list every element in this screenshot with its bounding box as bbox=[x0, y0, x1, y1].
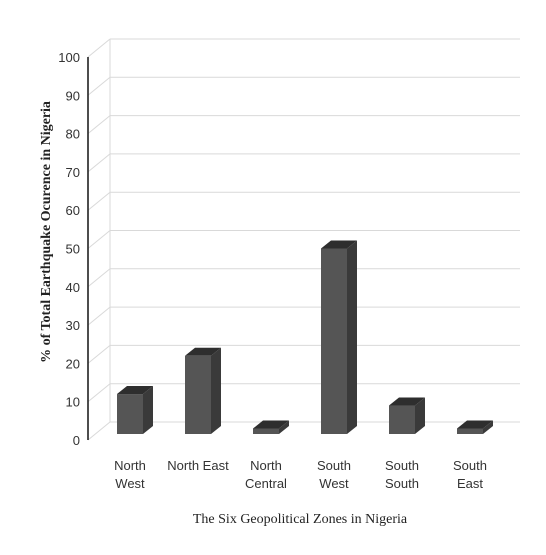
bar-top bbox=[117, 386, 153, 395]
gridline-depth bbox=[87, 306, 111, 326]
x-category-label: North West bbox=[114, 458, 146, 491]
bars bbox=[117, 240, 493, 434]
bar-side bbox=[415, 397, 425, 434]
gridline-depth bbox=[87, 345, 111, 364]
bar-north-east bbox=[185, 347, 221, 434]
bar-front bbox=[389, 405, 415, 434]
x-category-label: North East bbox=[167, 458, 229, 473]
x-category-label: South West bbox=[317, 458, 351, 491]
bar-top bbox=[389, 397, 425, 406]
bar-top bbox=[321, 240, 357, 249]
x-category-labels: North West North East North Central South West… bbox=[114, 458, 487, 491]
bar-side bbox=[211, 347, 221, 434]
bar-side bbox=[143, 386, 153, 434]
bar-front bbox=[253, 428, 279, 434]
x-category-label: South East bbox=[453, 458, 487, 491]
gridline-depth bbox=[87, 383, 111, 403]
y-tick-labels: 0 10 20 30 40 50 60 70 80 90 100 bbox=[58, 50, 80, 448]
bar-side bbox=[347, 240, 357, 434]
axes bbox=[87, 39, 111, 440]
y-tick-label: 10 bbox=[66, 395, 80, 410]
bar-side bbox=[279, 420, 289, 434]
bar-front bbox=[321, 248, 347, 434]
y-tick-label: 100 bbox=[58, 50, 80, 65]
bar-front bbox=[457, 428, 483, 434]
gridline-depth bbox=[87, 268, 111, 288]
bar-north-central bbox=[253, 420, 289, 434]
y-tick-label: 40 bbox=[66, 280, 80, 295]
gridline-depth bbox=[87, 421, 111, 441]
y-tick-label: 70 bbox=[66, 165, 80, 180]
bar-top bbox=[185, 347, 221, 356]
y-tick-label: 90 bbox=[66, 88, 80, 103]
gridline-depth bbox=[87, 38, 111, 58]
gridline-depth bbox=[87, 230, 111, 249]
bar-north-west bbox=[117, 386, 153, 434]
gridline-depth bbox=[87, 153, 111, 173]
x-category-label: South South bbox=[385, 458, 419, 491]
gridline-depth bbox=[87, 191, 111, 211]
y-tick-label: 80 bbox=[66, 127, 80, 142]
y-tick-label: 60 bbox=[66, 203, 80, 218]
y-tick-label: 50 bbox=[66, 242, 80, 257]
y-tick-label: 0 bbox=[73, 433, 80, 448]
bar-south-east bbox=[457, 420, 493, 434]
bar-south-south bbox=[389, 397, 425, 434]
bar-top bbox=[253, 420, 289, 429]
bar-side bbox=[483, 420, 493, 434]
bar-top bbox=[457, 420, 493, 429]
x-axis-title: The Six Geopolitical Zones in Nigeria bbox=[193, 512, 408, 527]
gridline-depth bbox=[87, 76, 111, 96]
gridline-depth bbox=[87, 115, 111, 134]
y-tick-label: 30 bbox=[66, 318, 80, 333]
x-category-label: North Central bbox=[245, 458, 287, 491]
bar-south-west bbox=[321, 240, 357, 434]
bar-front bbox=[185, 355, 211, 434]
gridlines bbox=[87, 38, 520, 441]
y-tick-label: 20 bbox=[66, 356, 80, 371]
bar-front bbox=[117, 394, 143, 434]
y-axis-title: % of Total Earthquake Ocurence in Nigeri… bbox=[39, 101, 54, 363]
